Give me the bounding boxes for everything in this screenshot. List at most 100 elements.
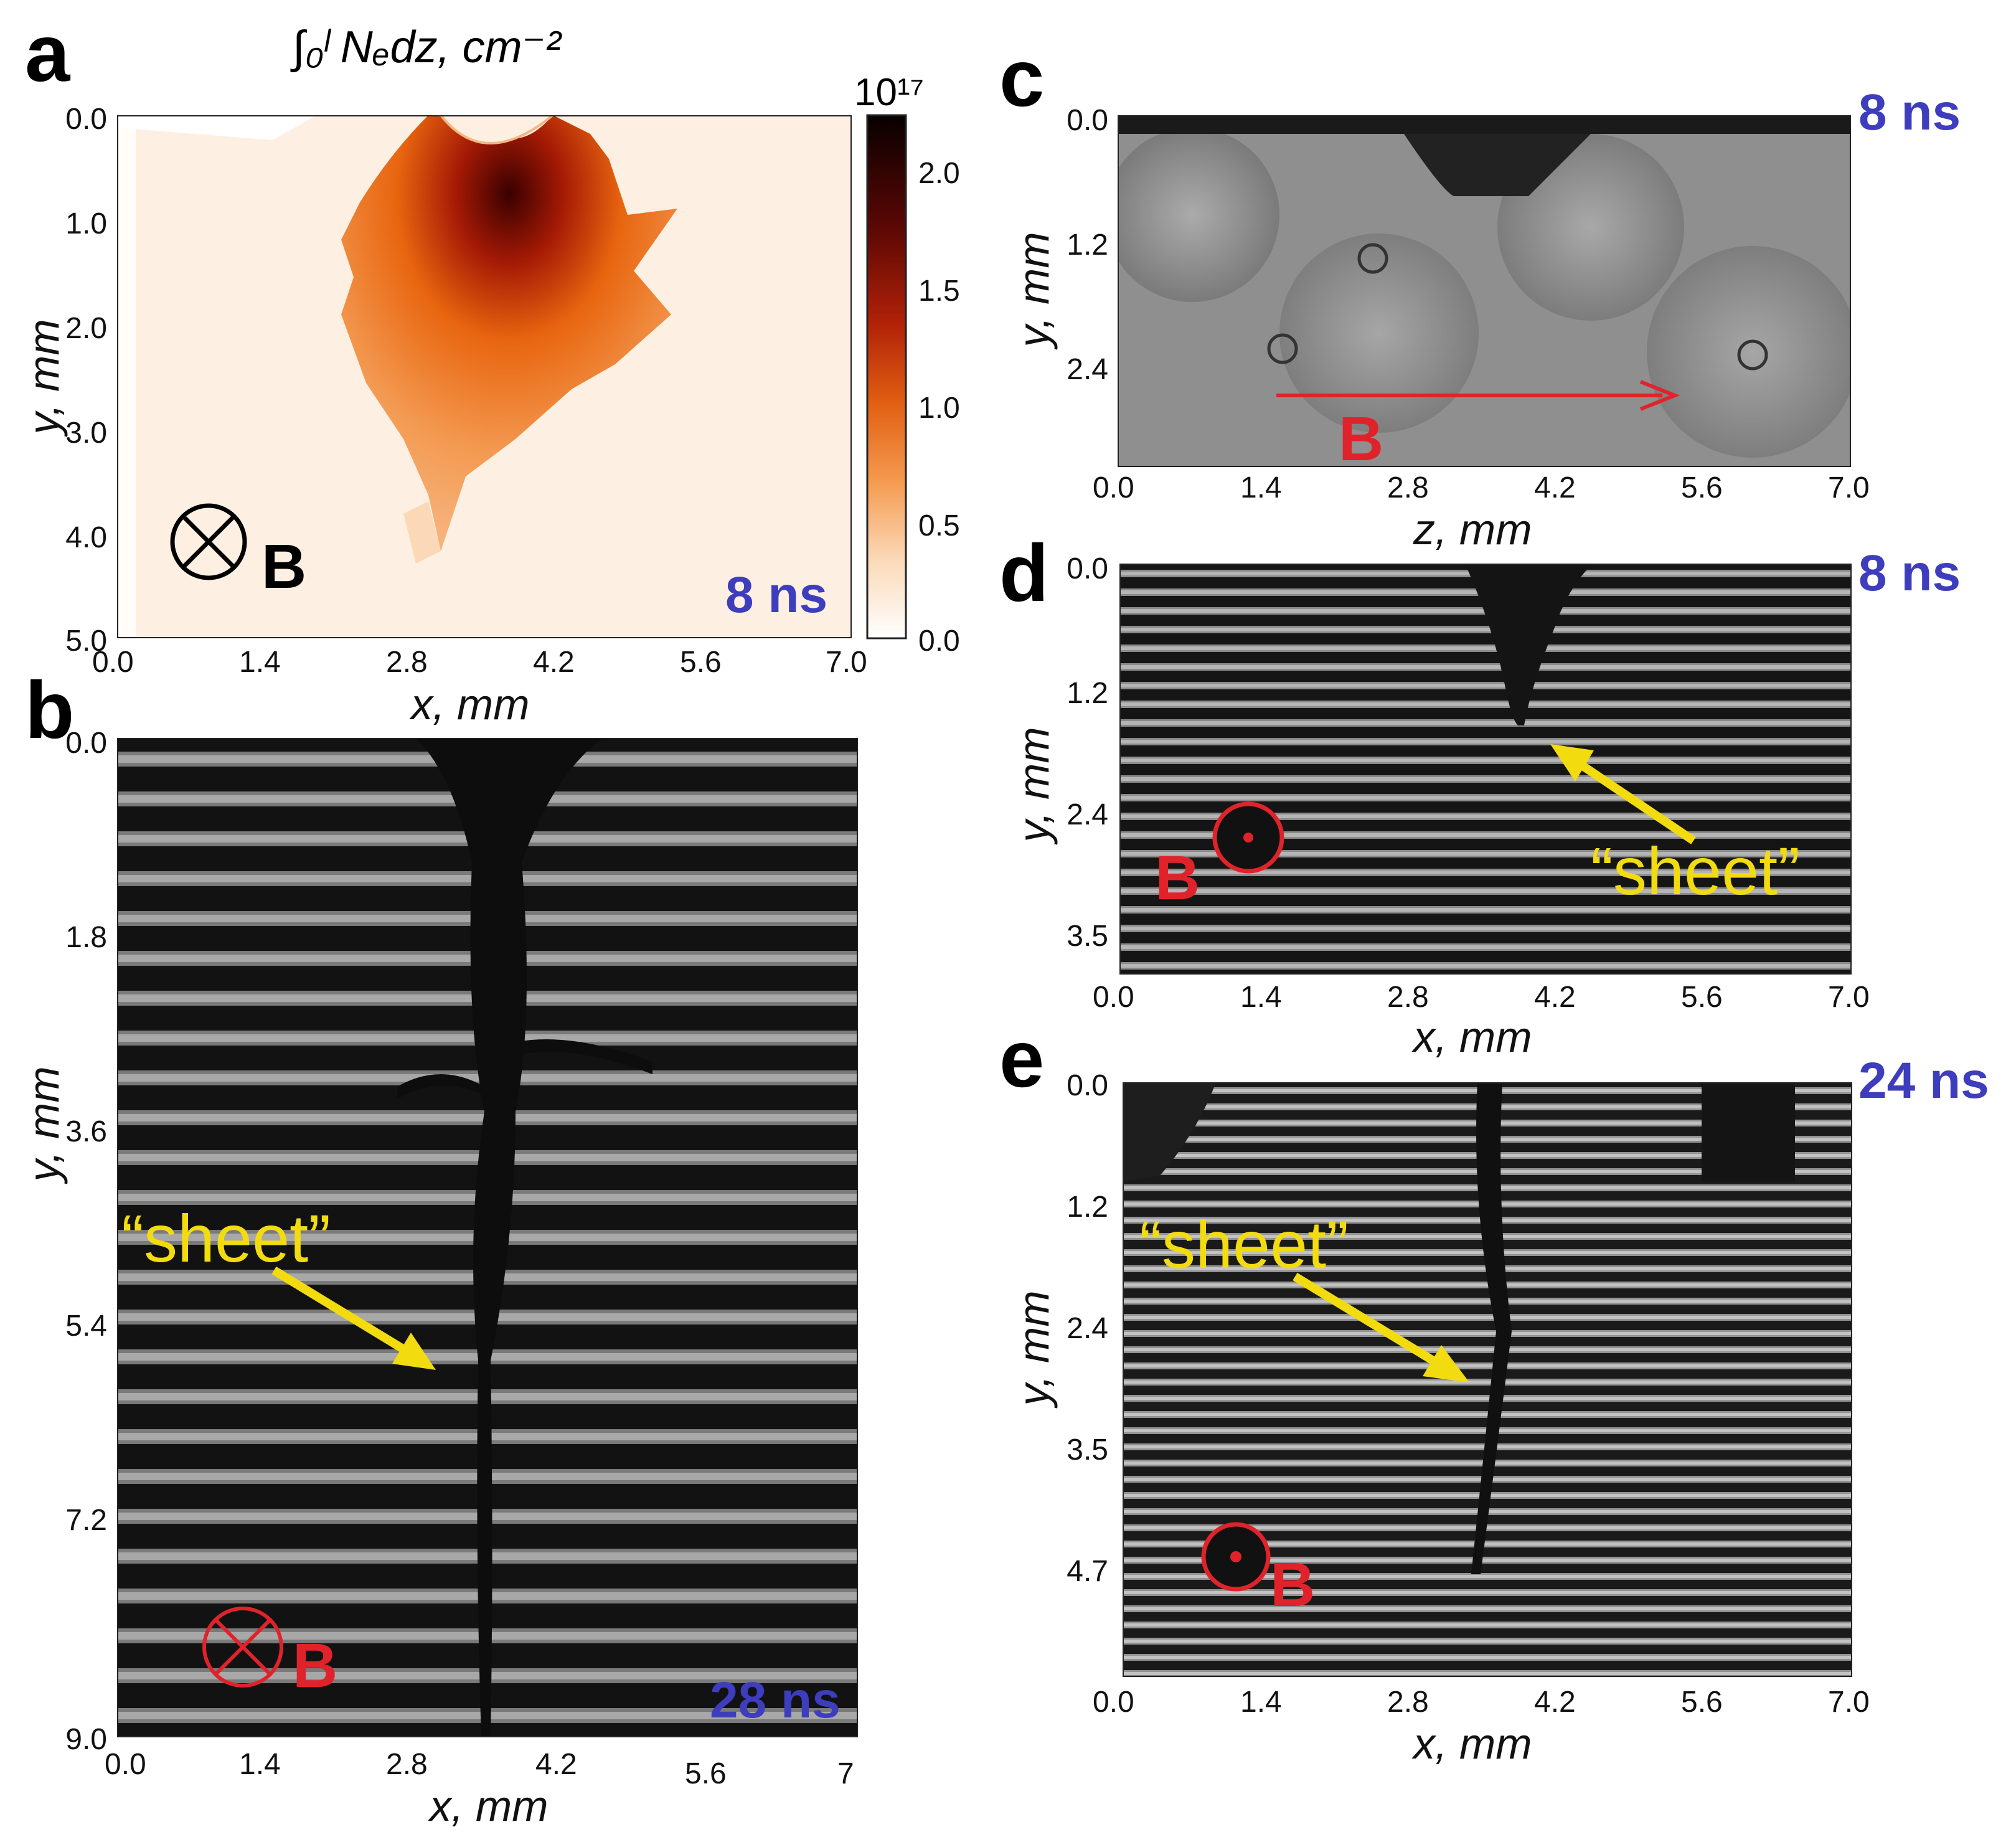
panel-d-interferogram — [1119, 564, 1852, 975]
panel-d-y-tick: 2.4 — [1067, 798, 1108, 831]
panel-b-y-tick: 0.0 — [65, 727, 107, 760]
panel-d-x-tick: 5.6 — [1681, 981, 1723, 1014]
panel-b-sheet-arrow — [271, 1267, 436, 1370]
panel-a-y-tick: 5.0 — [65, 625, 107, 658]
panel-a-density-map — [117, 114, 852, 638]
panel-d-y-tick: 3.5 — [1067, 920, 1108, 953]
panel-d-y-tick: 0.0 — [1067, 552, 1108, 585]
panel-a-y-tick: 4.0 — [65, 521, 107, 554]
panel-d-x-tick: 1.4 — [1240, 981, 1282, 1014]
panel-a-colorbar-gradient — [866, 114, 907, 640]
panel-e-y-tick: 2.4 — [1067, 1312, 1108, 1345]
field-into-page-icon — [170, 503, 247, 580]
panel-a-plume — [341, 115, 677, 551]
panel-e-sheet-arrow — [1293, 1273, 1469, 1382]
panel-c-x-label: z, mm — [1413, 505, 1532, 554]
panel-c-letter: c — [999, 32, 1045, 123]
panel-d-sheet-annotation: “sheet” — [1591, 833, 1801, 909]
panel-b-y-label: y, mm — [19, 1066, 68, 1182]
panel-d-plot — [1119, 564, 1852, 975]
panel-c-y-tick: 2.4 — [1067, 353, 1108, 386]
panel-d-x-tick: 7.0 — [1828, 981, 1870, 1014]
panel-a-x-tick: 0.0 — [92, 646, 134, 679]
panel-d-x-label: x, mm — [1413, 1013, 1532, 1061]
panel-c-x-tick: 4.2 — [1534, 471, 1576, 504]
panel-b-x-tick: 0.0 — [105, 1748, 146, 1781]
panel-c-time: 8 ns — [1858, 84, 1961, 141]
panel-c-shadowgram — [1118, 115, 1851, 467]
panel-a-x-tick: 1.4 — [239, 646, 281, 679]
panel-c-x-tick: 7.0 — [1828, 471, 1870, 504]
field-into-page-icon — [202, 1607, 283, 1688]
panel-d-y-label: y, mm — [1009, 727, 1058, 843]
panel-c-field-label: B — [1339, 404, 1384, 474]
panel-e-x-tick: 5.6 — [1681, 1686, 1723, 1719]
panel-c-y-label: y, mm — [1009, 232, 1058, 347]
panel-a-cbar-tick: 0.5 — [918, 509, 960, 542]
field-out-of-page-icon — [1212, 801, 1284, 874]
panel-a-cbar-tick: 1.5 — [918, 275, 960, 308]
panel-a-y-tick: 3.0 — [65, 417, 107, 450]
panel-e-y-label: y, mm — [1009, 1290, 1058, 1406]
panel-d-x-tick: 2.8 — [1387, 981, 1429, 1014]
panel-e-sheet-annotation: “sheet” — [1139, 1207, 1349, 1282]
panel-a-x-tick: 2.8 — [386, 646, 428, 679]
panel-a-cbar-tick: 0.0 — [918, 625, 960, 658]
panel-e-y-tick: 0.0 — [1067, 1069, 1108, 1102]
panel-b-y-tick: 9.0 — [65, 1723, 107, 1756]
panel-c-plot — [1118, 115, 1851, 467]
panel-a-y-tick: 0.0 — [65, 103, 107, 136]
panel-d-sheet-arrow — [1550, 744, 1696, 844]
panel-a-cbar-tick: 1.0 — [918, 392, 960, 425]
panel-d-x-tick: 4.2 — [1534, 981, 1576, 1014]
panel-c-x-tick: 0.0 — [1093, 471, 1134, 504]
field-arrow-icon — [1276, 380, 1680, 411]
panel-b-plot — [117, 738, 858, 1737]
panel-a-x-tick: 5.6 — [680, 646, 722, 679]
panel-b-y-tick: 5.4 — [65, 1310, 107, 1343]
panel-e-x-tick: 0.0 — [1093, 1686, 1134, 1719]
panel-b-field-label: B — [293, 1631, 338, 1701]
panel-b-x-tick: 1.4 — [239, 1748, 281, 1781]
panel-e-field-label: B — [1270, 1550, 1316, 1620]
panel-a-x-tick: 7.0 — [826, 646, 867, 679]
panel-e-y-tick: 1.2 — [1067, 1191, 1108, 1224]
panel-d-y-tick: 1.2 — [1067, 677, 1108, 710]
field-out-of-page-icon — [1201, 1522, 1271, 1592]
panel-b-x-tick: 4.2 — [535, 1748, 577, 1781]
panel-e-x-tick: 7.0 — [1828, 1686, 1870, 1719]
panel-a-x-label: x, mm — [411, 680, 530, 729]
panel-b-letter: b — [25, 664, 75, 755]
panel-a-x-tick: 4.2 — [533, 646, 575, 679]
panel-a-colorbar-exponent: 10¹⁷ — [854, 71, 925, 114]
panel-d-time: 8 ns — [1858, 545, 1961, 602]
panel-c-y-tick: 0.0 — [1067, 104, 1108, 137]
panel-b-y-tick: 1.8 — [65, 921, 107, 954]
panel-e-time: 24 ns — [1858, 1052, 1989, 1109]
panel-b-y-tick: 3.6 — [65, 1115, 107, 1148]
panel-b-x-tick: 5.6 — [685, 1757, 727, 1790]
panel-a-cbar-tick: 2.0 — [918, 157, 960, 190]
panel-e-x-tick: 4.2 — [1534, 1686, 1576, 1719]
panel-a-y-label: y, mm — [19, 319, 68, 435]
panel-a-y-tick: 1.0 — [65, 207, 107, 240]
panel-b-x-label: x, mm — [430, 1782, 549, 1830]
panel-e-y-tick: 4.7 — [1067, 1555, 1108, 1588]
panel-d-letter: d — [999, 527, 1049, 618]
panel-e-x-label: x, mm — [1413, 1719, 1532, 1768]
panel-b-x-tick: 7 — [837, 1757, 854, 1790]
panel-b-time: 28 ns — [710, 1672, 841, 1729]
panel-e-x-tick: 2.8 — [1387, 1686, 1429, 1719]
panel-a-y-tick: 2.0 — [65, 312, 107, 345]
panel-b-interferogram — [117, 738, 858, 1737]
panel-b-y-tick: 7.2 — [65, 1504, 107, 1537]
panel-b-sheet-annotation: “sheet” — [121, 1201, 331, 1276]
panel-c-x-tick: 2.8 — [1387, 471, 1429, 504]
panel-c-x-tick: 1.4 — [1240, 471, 1282, 504]
panel-a-field-label: B — [261, 532, 307, 602]
panel-a-title: ∫₀ˡ Nₑdz, cm⁻² — [293, 22, 561, 72]
panel-c-y-tick: 1.2 — [1067, 229, 1108, 262]
panel-b-x-tick: 2.8 — [386, 1748, 428, 1781]
panel-d-x-tick: 0.0 — [1093, 981, 1134, 1014]
panel-e-x-tick: 1.4 — [1240, 1686, 1282, 1719]
